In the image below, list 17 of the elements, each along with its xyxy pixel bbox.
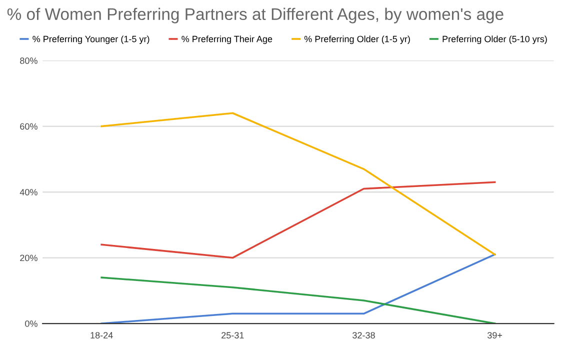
line-series xyxy=(100,112,496,256)
line-series xyxy=(100,276,496,324)
y-tick-label: 0% xyxy=(25,320,38,327)
y-tick-label: 40% xyxy=(20,188,38,196)
x-tick-label: 39+ xyxy=(488,332,502,338)
legend-label: % Preferring Older (1-5 yr) xyxy=(304,36,410,44)
line-series xyxy=(100,181,496,259)
y-tick-label: 80% xyxy=(20,58,38,64)
legend-label: % Preferring Their Age xyxy=(182,36,272,44)
legend-label: Preferring Older (5-10 yrs) xyxy=(442,36,547,44)
x-tick-label: 32-38 xyxy=(352,332,375,338)
chart-title: % of Women Preferring Partners at Different Ages, by women's age xyxy=(7,8,504,24)
y-tick-label: 60% xyxy=(20,123,38,130)
x-tick-label: 18-24 xyxy=(90,332,113,338)
x-tick-label: 25-31 xyxy=(222,332,244,338)
legend-label: % Preferring Younger (1-5 yr) xyxy=(32,36,150,44)
y-tick-label: 20% xyxy=(20,254,38,262)
